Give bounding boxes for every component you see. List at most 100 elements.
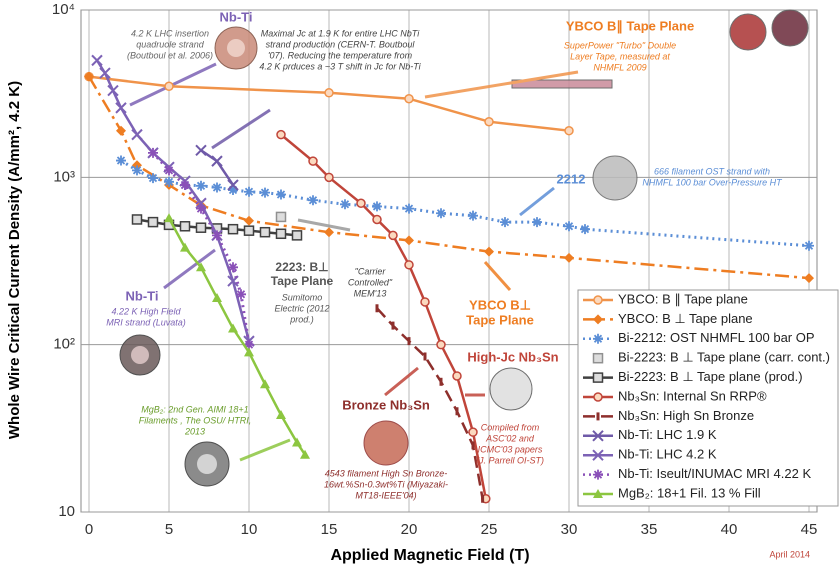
annotation: MT18-IEEE'04) <box>355 490 416 500</box>
marker <box>300 449 310 459</box>
legend-box <box>577 289 839 507</box>
marker <box>468 427 478 437</box>
annotation: Filaments , The OSU/ HTRI, <box>139 415 252 425</box>
marker <box>196 262 206 272</box>
legend-label: MgB₂: 18+1 Fil. 13 % Fill <box>618 485 761 500</box>
legend-marker <box>593 469 603 480</box>
marker <box>404 93 414 104</box>
marker <box>259 226 271 238</box>
annotation: '07). Reducing the temperature from <box>268 50 413 60</box>
marker <box>107 84 119 97</box>
annotation: (Boutboul et al. 2006) <box>127 50 213 60</box>
x-tick-label: 25 <box>481 521 498 538</box>
marker <box>147 216 159 228</box>
strand-image <box>489 367 533 411</box>
logo <box>771 9 809 47</box>
series-line <box>376 307 484 499</box>
annotation: 2212 <box>557 171 586 186</box>
x-tick-label: 30 <box>561 521 578 538</box>
legend-marker <box>593 392 603 402</box>
marker <box>500 217 510 228</box>
marker <box>340 199 350 210</box>
legend-label: Nb₃Sn: Internal Sn RRP® <box>618 388 767 403</box>
legend-marker <box>593 295 603 305</box>
marker <box>564 125 574 136</box>
marker <box>292 437 302 447</box>
marker <box>260 379 270 389</box>
marker <box>164 165 174 176</box>
marker <box>276 189 286 200</box>
marker <box>84 71 94 82</box>
x-tick-label: 15 <box>321 521 338 538</box>
annotation: "Carrier <box>355 266 387 276</box>
marker <box>372 201 382 212</box>
annotation: 4.22 K High Field <box>111 306 181 316</box>
marker <box>324 88 334 98</box>
annotation: 4.2 K prduces a ~3 T shift in Jc for Nb-… <box>259 61 421 71</box>
marker <box>804 273 814 284</box>
annotation: High-Jc Nb₃Sn <box>467 349 558 364</box>
marker <box>404 235 414 246</box>
legend-marker <box>593 333 603 344</box>
marker <box>180 242 190 252</box>
marker <box>388 230 398 241</box>
legend-marker <box>592 430 604 442</box>
marker <box>180 179 190 190</box>
marker <box>372 214 382 225</box>
annotation: strand production (CERN-T. Boutboul <box>266 39 416 49</box>
x-tick-label: 0 <box>85 521 93 538</box>
marker <box>308 156 318 166</box>
arrow <box>483 261 512 291</box>
marker <box>227 223 239 235</box>
x-tick-label: 45 <box>801 521 818 538</box>
arrow <box>384 366 419 397</box>
annotation: Bronze Nb₃Sn <box>342 397 430 412</box>
marker <box>116 155 126 166</box>
marker <box>436 339 446 350</box>
arrow <box>297 218 351 232</box>
marker <box>131 214 143 225</box>
annotation: Sumitomo <box>282 292 323 302</box>
x-axis-title: Applied Magnetic Field (T) <box>330 547 529 564</box>
marker <box>244 186 254 197</box>
arrow <box>163 248 216 290</box>
marker <box>228 185 238 196</box>
y-tick-label: 10 <box>58 503 75 520</box>
marker <box>420 297 430 307</box>
series-line <box>120 159 810 248</box>
marker <box>291 230 303 241</box>
annotation: (J. Parrell OI-ST) <box>476 455 544 465</box>
marker <box>404 203 414 214</box>
marker <box>804 240 814 251</box>
marker <box>196 203 206 214</box>
annotation: Nb-Ti <box>220 9 253 24</box>
marker <box>212 293 222 303</box>
marker <box>243 225 255 236</box>
y-axis-title: Whole Wire Critical Current Density (A/m… <box>6 81 23 439</box>
annotation: MRI strand (Luvata) <box>106 317 186 327</box>
marker <box>195 197 207 209</box>
strand-image <box>131 346 149 364</box>
annotation: Tape Plane <box>271 274 334 288</box>
legend-marker <box>593 314 603 325</box>
marker <box>564 221 574 232</box>
marker <box>275 211 287 223</box>
marker <box>436 208 446 219</box>
annotation: MEM'13 <box>354 288 387 298</box>
marker <box>244 339 254 350</box>
legend-label: Nb₃Sn: High Sn Bronze <box>618 408 754 423</box>
arrow <box>239 438 291 462</box>
marker <box>228 262 238 273</box>
annotation: 2013 <box>184 426 205 436</box>
annotation: 16wt.%Sn-0.3wt%Ti (Miyazaki- <box>324 479 448 489</box>
y-tick-label: 10⁴ <box>52 1 75 18</box>
legend-label: Bi-2223: B ⊥ Tape plane (prod.) <box>618 369 803 384</box>
annotation: 666 filament OST strand with <box>654 166 770 176</box>
marker <box>99 67 111 79</box>
legend-label: Nb-Ti: Iseult/INUMAC MRI 4.22 K <box>618 466 811 481</box>
marker <box>356 198 366 209</box>
marker <box>148 147 158 158</box>
marker <box>244 215 254 226</box>
